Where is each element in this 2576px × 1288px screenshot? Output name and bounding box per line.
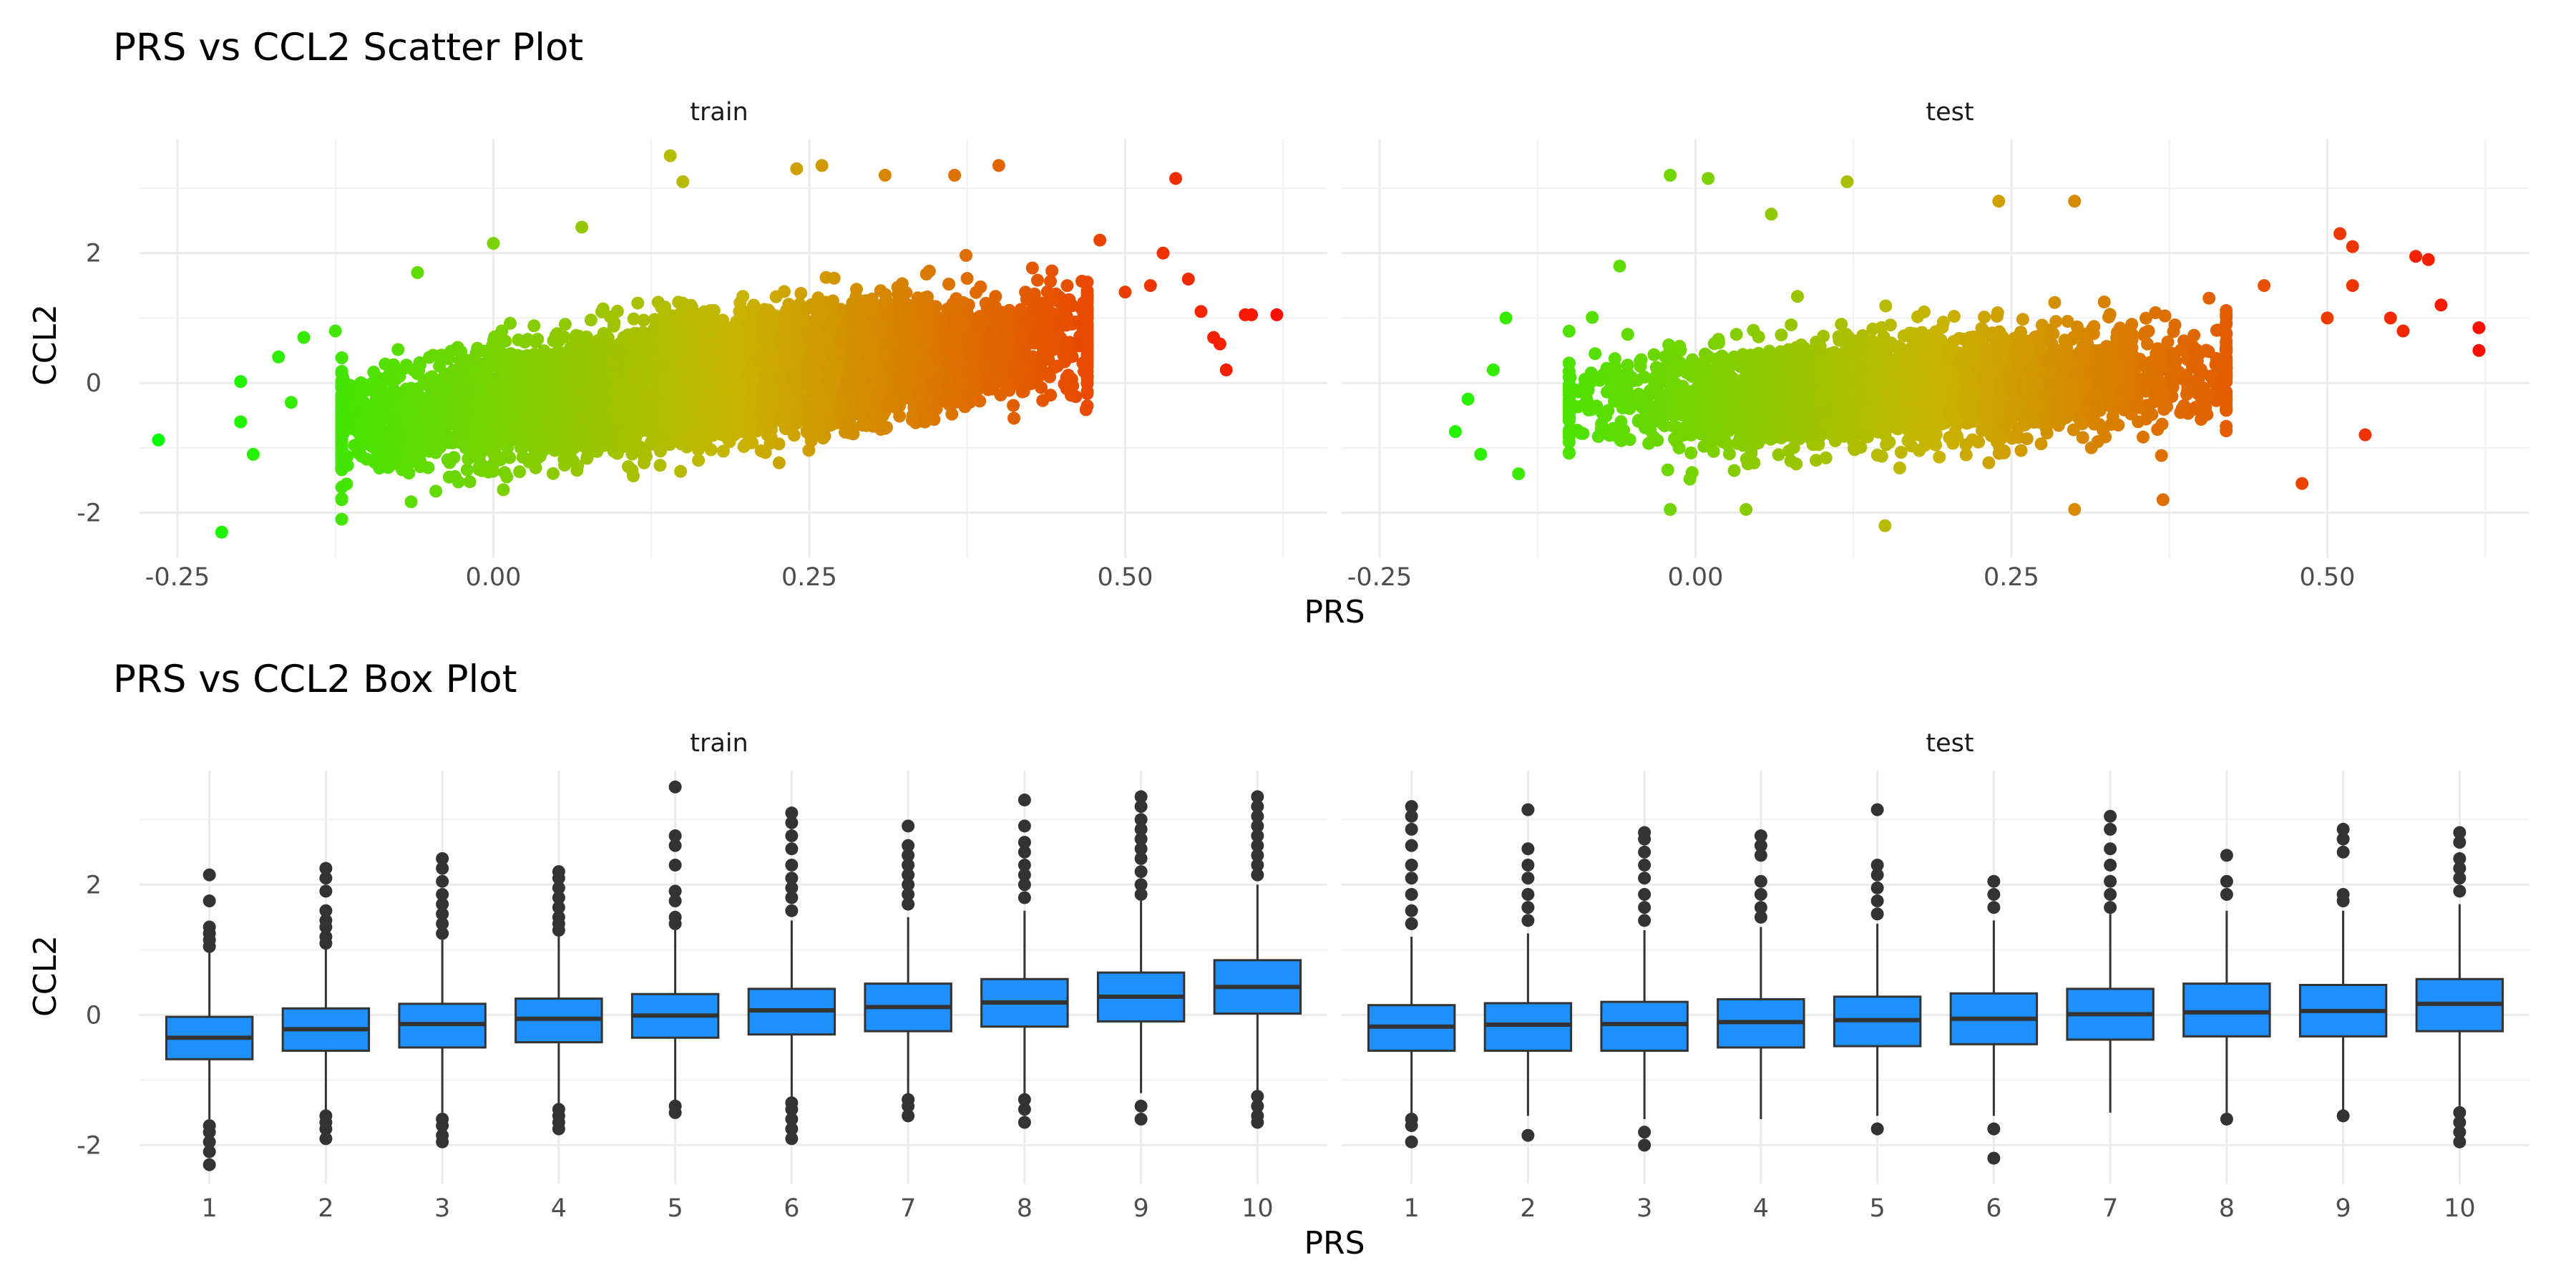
scatter-point xyxy=(584,313,597,327)
scatter-point xyxy=(379,357,392,371)
scatter-point xyxy=(772,456,786,469)
scatter-point xyxy=(736,290,750,303)
scatter-point xyxy=(442,470,456,484)
scatter-strip-test: test xyxy=(1926,98,1974,127)
scatter-point xyxy=(802,444,816,457)
scatter-panel-train: -0.25 0.00 0.25 0.50 -2 0 2 xyxy=(77,140,1327,592)
scatter-x-axis-title: PRS xyxy=(1304,594,1365,630)
scatter-y-axis-title: CCL2 xyxy=(27,304,64,386)
x-tick-label: 0.00 xyxy=(465,563,521,592)
scatter-point xyxy=(429,484,443,498)
scatter-point xyxy=(627,312,640,326)
scatter-point xyxy=(547,467,560,480)
y-tick-label: 0 xyxy=(86,369,102,398)
scatter-point xyxy=(1025,261,1039,275)
scatter-point xyxy=(335,351,348,364)
boxplot-strip-train: train xyxy=(690,729,748,758)
scatter-title: PRS vs CCL2 Scatter Plot xyxy=(113,26,583,69)
boxplot-y-axis-title: CCL2 xyxy=(27,935,64,1017)
x-tick-label: -0.25 xyxy=(145,563,210,592)
scatter-point xyxy=(335,480,348,494)
boxplot-strip-test: test xyxy=(1926,729,1974,758)
scatter-point xyxy=(391,343,405,356)
scatter-point xyxy=(778,285,791,298)
x-tick-label: 0.50 xyxy=(1097,563,1153,592)
scatter-point xyxy=(960,272,974,286)
scatter-point xyxy=(942,278,955,291)
scatter-point xyxy=(973,394,987,408)
scatter-point xyxy=(674,464,688,478)
scatter-point xyxy=(460,463,474,477)
y-tick-label: -2 xyxy=(77,499,102,528)
scatter-point xyxy=(527,319,541,333)
boxplot-x-axis-title: PRS xyxy=(1304,1225,1365,1262)
scatter-strip-train: train xyxy=(690,98,748,127)
scatter-plot: -0.25 0.00 0.25 0.50 -2 0 2-0.25 0.00 0.25 0.50 xyxy=(77,140,2529,592)
scatter-point xyxy=(513,465,527,479)
scatter-point xyxy=(441,453,454,467)
x-tick-label: 0.25 xyxy=(781,563,837,592)
boxplot-title: PRS vs CCL2 Box Plot xyxy=(113,658,517,701)
scatter-point xyxy=(1031,273,1044,287)
scatter-point xyxy=(1007,399,1020,412)
point-cloud-train xyxy=(335,248,1094,509)
y-tick-label: 2 xyxy=(86,240,102,268)
